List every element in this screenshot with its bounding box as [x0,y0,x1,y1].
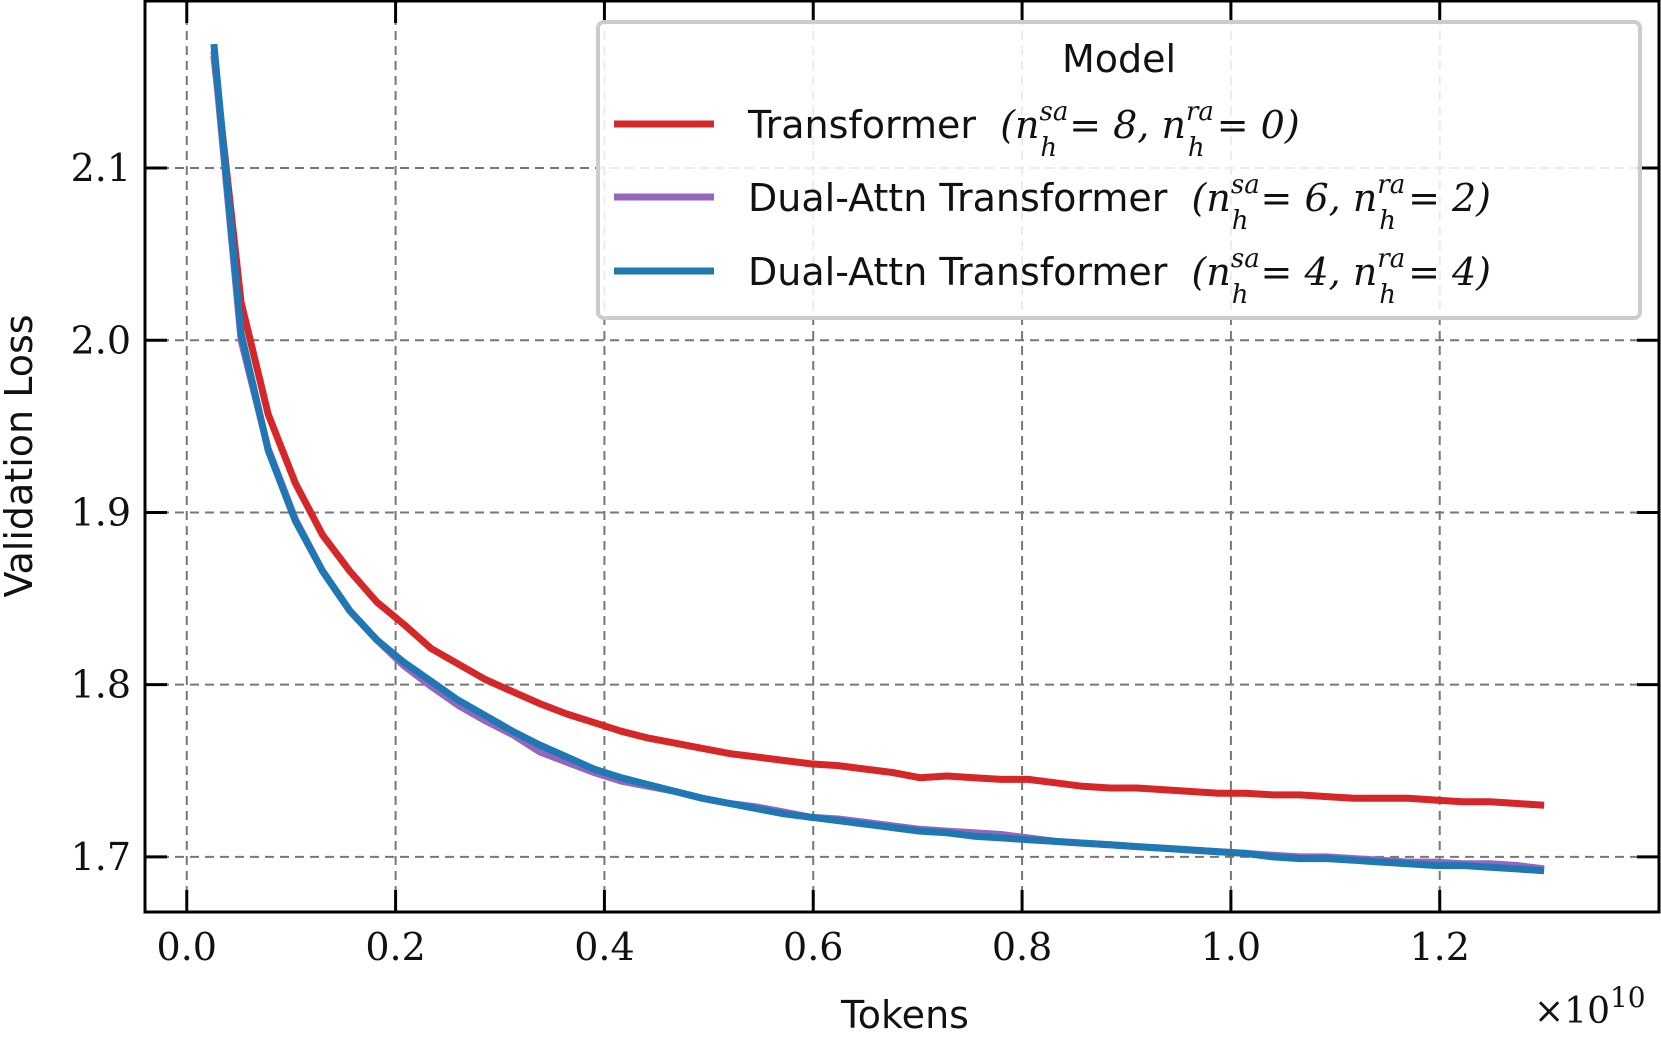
x-tick-label: 0.2 [365,925,425,969]
x-tick-label: 0.8 [992,925,1052,969]
series-lines [210,43,1545,875]
x-tick-label: 0.0 [157,925,217,969]
legend-box [596,20,1642,320]
legend-label-transformer: Transformer [747,103,976,147]
x-tick-label: 0.6 [783,925,843,969]
legend-title: Model [1062,37,1176,81]
svg-text:Dual-Attn Transformer: Dual-Attn Transformer (nsa h = 4, nra h = … [748,244,1491,310]
legend-entry-dual-attn-4-4: Dual-Attn Transformer (nsa h = 4, nra h = … [614,244,1491,310]
y-tick-label: 1.9 [71,490,131,534]
legend-entry-dual-attn-6-2: Dual-Attn Transformer (nsa h = 6, nra h = … [614,170,1491,236]
y-tick-label: 1.8 [71,663,131,707]
series-line-transformer [210,55,1545,809]
y-tick-label: 2.1 [71,146,131,190]
x-axis-label: Tokens [840,993,969,1037]
x-scale-multiplier: ×1010 [1534,981,1646,1032]
plot-frame [143,0,1661,914]
legend-label-dual-attn-4-4: Dual-Attn Transformer [748,250,1168,294]
x-scale-base: ×10 [1534,991,1610,1032]
legend-entry-transformer: Transformer (nsa h = 8, nra h = 0) [614,97,1300,163]
svg-text:×1010: ×1010 [1534,981,1646,1032]
legend: Model Transformer (nsa h = 8, nra h = 0) D… [596,20,1642,320]
legend-label-dual-attn-6-2: Dual-Attn Transformer [748,176,1168,220]
ticks: 0.0 0.2 0.4 0.6 0.8 1.0 1.2 1.7 1.8 1.9 2.0 2.1 [71,1,1659,969]
svg-text:Dual-Attn Transformer: Dual-Attn Transformer (nsa h = 6, nra h = … [748,170,1491,236]
series-line-dual-attn-4-4 [210,43,1545,875]
x-tick-label: 0.4 [574,925,634,969]
x-scale-exponent: 10 [1610,981,1646,1014]
x-tick-label: 1.0 [1201,925,1261,969]
y-axis-label: Validation Loss [0,314,41,597]
y-tick-label: 1.7 [71,835,131,879]
x-tick-label: 1.2 [1410,925,1470,969]
y-tick-label: 2.0 [71,318,131,362]
